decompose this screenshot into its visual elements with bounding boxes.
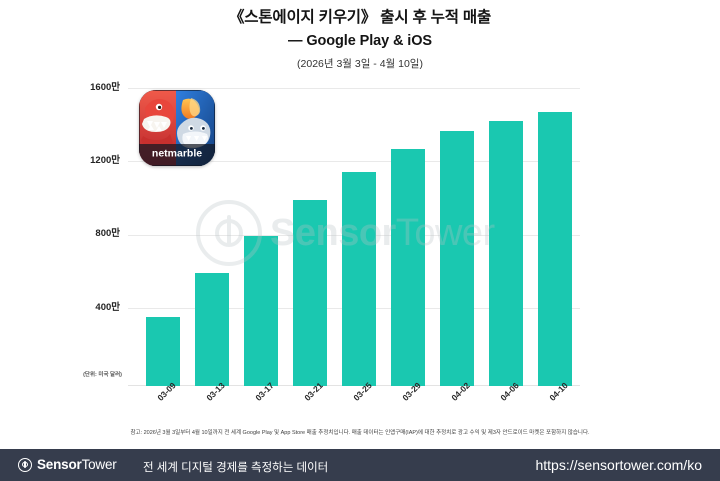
bar-03-29[interactable] [391,149,425,386]
bar-series [128,88,580,386]
bar-03-17[interactable] [244,236,278,386]
footer-tagline: 전 세계 디지털 경제를 측정하는 데이터 [143,462,329,474]
footer-brand-tower: Tower [81,457,117,472]
y-axis-tick-400: 400만 [95,302,120,313]
footer-logo[interactable]: SensorTower [18,457,117,472]
gridline-1200 [128,161,580,162]
footer-bar: SensorTower 전 세계 디지털 경제를 측정하는 데이터 https:… [0,449,720,481]
footer-brand-name: SensorTower [37,457,117,472]
bar-03-25[interactable] [342,172,376,386]
y-axis-tick-1600: 1600만 [90,82,120,93]
gridline-1600 [128,88,580,89]
y-axis-tick-800: 800만 [95,228,120,239]
app-icon-publisher-label: netmarble [152,148,202,160]
bar-03-21[interactable] [293,200,327,386]
page-title: 《스톤에이지 키우기》 출시 후 누적 매출 [228,9,492,26]
footer-url-link[interactable]: https://sensortower.com/ko [535,457,702,473]
bar-04-10[interactable] [538,112,572,386]
page-subtitle-platforms: — Google Play & iOS [288,33,432,49]
bar-03-09[interactable] [146,317,180,386]
chart-header: 《스톤에이지 키우기》 출시 후 누적 매출 — Google Play & i… [0,8,720,71]
app-icon-artwork: netmarble [139,90,215,166]
app-icon[interactable]: netmarble [139,90,215,166]
y-axis-unit-label: (단위: 미국 달러) [83,372,122,378]
bar-04-02[interactable] [440,131,474,386]
x-axis: 03-09 03-13 03-17 03-21 03-25 03-29 04-0… [128,380,580,422]
sensortower-logo-icon [18,457,32,472]
bar-04-06[interactable] [489,121,523,386]
chart-footnote: 참고: 2026년 3월 3일부터 4월 10일까지 전 세계 Google P… [130,430,590,436]
date-range-label: (2026년 3월 3일 - 4월 10일) [297,58,423,70]
y-axis-tick-1200: 1200만 [90,155,120,166]
footer-brand-sensor: Sensor [37,457,82,472]
bar-03-13[interactable] [195,273,229,386]
plot-area [128,88,580,386]
